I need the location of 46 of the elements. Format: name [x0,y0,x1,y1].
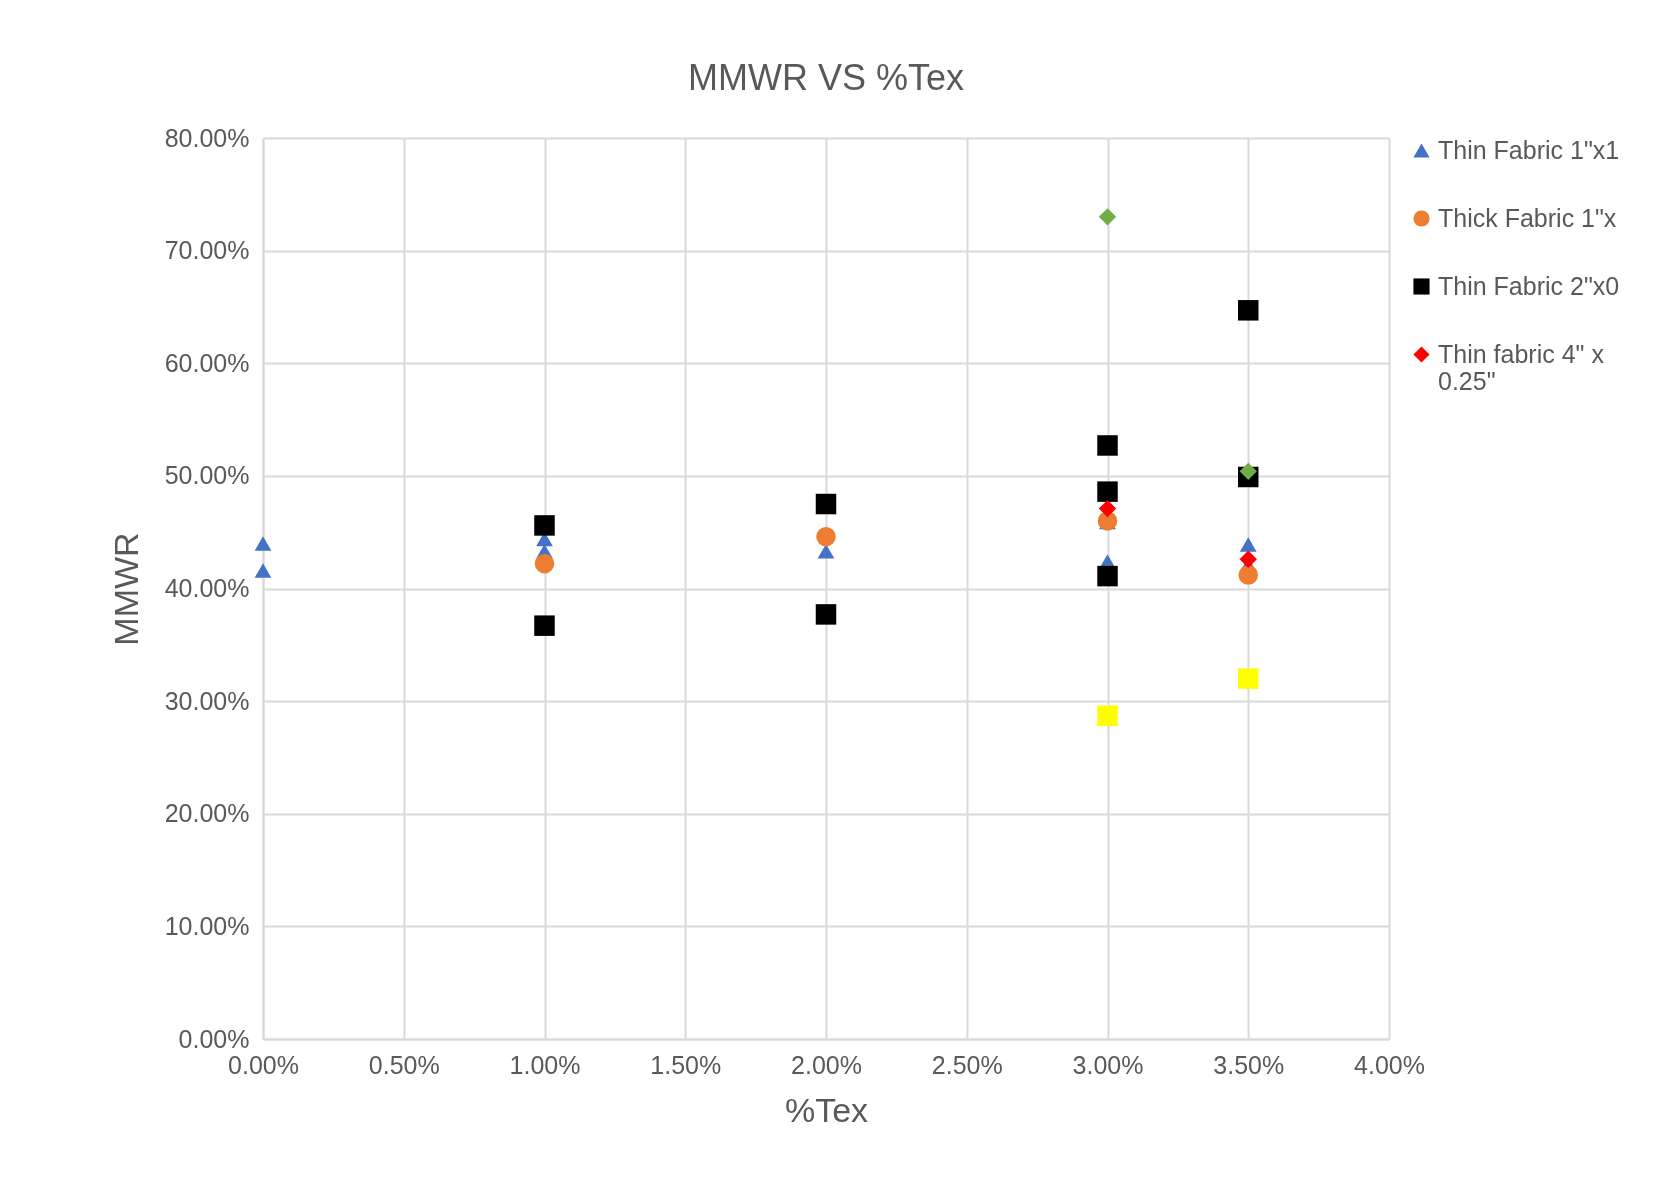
legend-label: Thick Fabric 1"x [1438,203,1617,232]
point [817,544,835,559]
point [816,526,836,547]
point [1239,537,1257,552]
legend-label: Thin Fabric 1"x1 [1438,135,1620,164]
y-tick-label: 30.00% [164,686,250,715]
point [1239,550,1257,568]
x-tick-label: 3.50% [1213,1050,1285,1079]
point [1238,300,1259,321]
y-tick-label: 0.00% [178,1024,250,1053]
y-tick-label: 20.00% [164,799,250,828]
point [815,493,837,515]
y-tick-label: 10.00% [164,911,250,940]
point [534,615,555,636]
x-tick-label: 2.00% [791,1050,862,1079]
x-tick-label: 0.50% [368,1050,440,1079]
x-tick-label: 4.00% [1354,1050,1425,1079]
point [534,515,555,536]
y-axis-title: MMWR [106,532,145,646]
x-tick-label: 1.50% [650,1050,722,1079]
x-tick-label: 2.50% [931,1050,1003,1079]
x-tick-label: 1.00% [509,1050,581,1079]
legend-label: Thin fabric 4" x 0.25" [1438,339,1605,395]
y-tick-label: 40.00% [164,574,250,602]
point [1097,435,1118,456]
point [1098,499,1117,518]
point [1238,668,1259,689]
x-tick-label: 3.00% [1072,1050,1144,1079]
point [1097,481,1118,502]
point [1097,705,1118,727]
x-axis-title: %Tex [784,1090,869,1129]
point [1239,462,1257,481]
point [254,536,272,551]
y-tick-label: 60.00% [164,348,250,377]
y-tick-label: 70.00% [164,236,250,265]
chart-title: MMWR VS %Tex [687,57,965,98]
point [815,604,837,625]
legend-label: Thin Fabric 2"x0 [1438,271,1620,300]
point [534,553,555,574]
point [1098,208,1117,226]
y-tick-label: 80.00% [164,123,250,152]
point [254,563,272,578]
x-tick-label: 0.00% [228,1050,299,1079]
point [1238,565,1258,585]
y-tick-label: 50.00% [164,461,250,490]
point [1097,565,1118,587]
